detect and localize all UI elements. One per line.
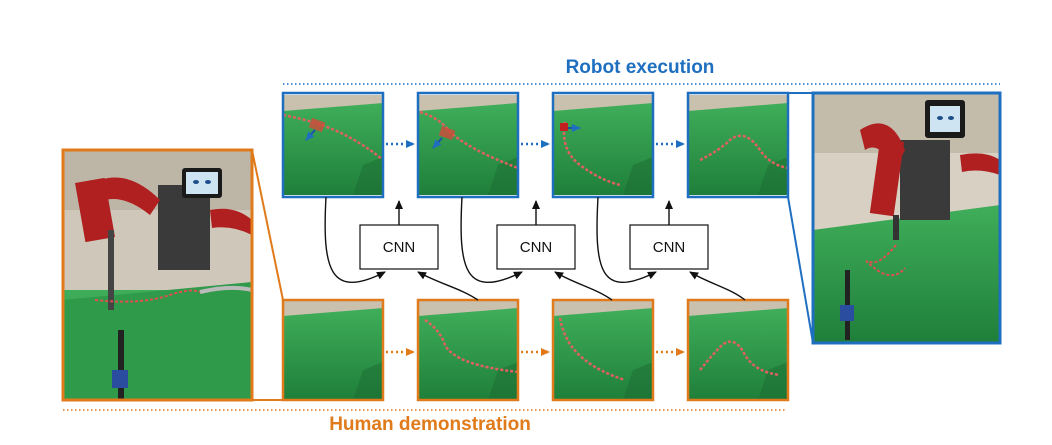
human-setup-photo (61, 148, 254, 402)
goal-state-arrow (417, 271, 479, 301)
cnn-block-2: CNN (496, 224, 576, 270)
robot-zoom-line (787, 196, 814, 344)
robot-execution-caption: Robot execution (565, 57, 715, 78)
current-state-arrow (324, 196, 386, 284)
cnn-block-3: CNN (629, 224, 709, 270)
goal-state-arrow (554, 271, 613, 301)
goal-state-arrow (689, 271, 746, 301)
cnn-label: CNN (383, 239, 416, 256)
robot-frame-4 (686, 91, 790, 199)
cnn-block-1: CNN (359, 224, 439, 270)
robot-frame-3 (551, 91, 655, 199)
human-demonstration-caption: Human demonstration (329, 414, 531, 435)
current-state-arrow (596, 196, 657, 284)
cnn-label: CNN (653, 239, 686, 256)
human-zoom-line (251, 149, 284, 301)
robot-frame-1 (281, 91, 385, 199)
cnn-label: CNN (520, 239, 553, 256)
robot-frame-2 (416, 91, 520, 199)
human-frame-3 (551, 298, 655, 402)
robot-final-photo (811, 91, 1002, 345)
human-frame-1 (281, 298, 385, 402)
current-state-arrow (460, 196, 523, 284)
human-frame-2 (416, 298, 520, 402)
human-frame-4 (686, 298, 790, 402)
